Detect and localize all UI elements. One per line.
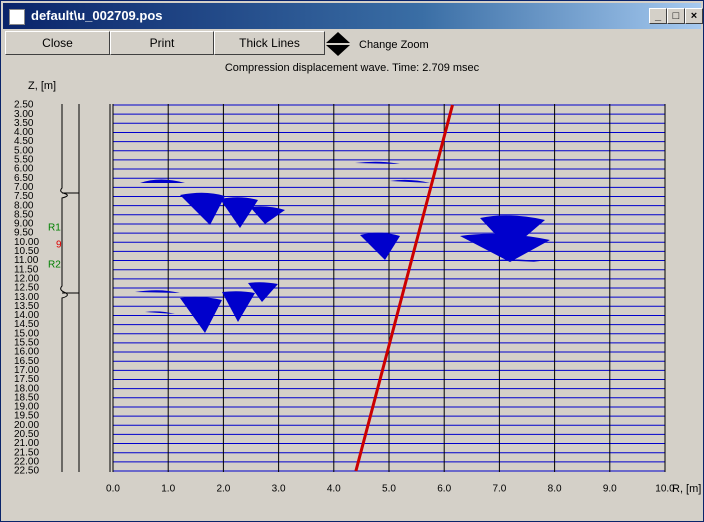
y-tick-label: 4.00	[14, 127, 34, 138]
zoom-icon	[326, 32, 350, 56]
chart-title: Compression displacement wave. Time: 2.7…	[225, 62, 480, 74]
y-axis-label: Z, [m]	[28, 80, 56, 92]
y-tick-label: 4.50	[14, 136, 34, 147]
y-tick-label: 12.50	[14, 283, 39, 294]
source-panel	[60, 104, 111, 472]
title-bar: default\u_002709.pos _ □ ×	[3, 3, 703, 29]
y-tick-label: 13.50	[14, 301, 39, 312]
close-button[interactable]: Close	[5, 31, 110, 55]
y-tick-label: 19.50	[14, 411, 39, 422]
y-tick-label: 14.50	[14, 319, 39, 330]
y-tick-label: 18.50	[14, 392, 39, 403]
y-tick-label: 15.50	[14, 338, 39, 349]
y-tick-label: 6.50	[14, 173, 34, 184]
receiver-label: R2	[48, 260, 61, 271]
wave-front-line	[354, 104, 454, 472]
y-tick-label: 21.50	[14, 447, 39, 458]
y-tick-label: 22.00	[14, 456, 39, 467]
y-tick-label: 10.50	[14, 246, 39, 257]
y-tick-label: 20.50	[14, 429, 39, 440]
y-tick-label: 16.50	[14, 356, 39, 367]
y-tick-label: 18.00	[14, 383, 39, 394]
print-button[interactable]: Print	[110, 31, 214, 55]
y-tick-label: 7.50	[14, 191, 34, 202]
y-tick-label: 9.50	[14, 228, 34, 239]
y-tick-label: 10.00	[14, 237, 39, 248]
y-tick-label: 16.00	[14, 347, 39, 358]
x-tick-label: 9.0	[603, 484, 617, 495]
x-tick-label: 7.0	[492, 484, 506, 495]
y-tick-label: 17.50	[14, 374, 39, 385]
y-tick-label: 12.00	[14, 273, 39, 284]
y-tick-label: 11.50	[14, 264, 39, 275]
x-tick-label: 2.0	[216, 484, 230, 495]
thick-lines-button[interactable]: Thick Lines	[214, 31, 325, 55]
y-tick-label: 8.00	[14, 200, 34, 211]
minimize[interactable]: _	[649, 8, 667, 24]
x-axis-label: R, [m]	[672, 483, 701, 495]
x-tick-label: 5.0	[382, 484, 396, 495]
y-tick-label: 5.50	[14, 155, 34, 166]
y-tick-label: 5.00	[14, 145, 34, 156]
x-tick-label: 3.0	[272, 484, 286, 495]
y-tick-label: 3.00	[14, 109, 34, 120]
y-tick-label: 11.00	[14, 255, 39, 266]
x-tick-label: 1.0	[161, 484, 175, 495]
maximize[interactable]: □	[667, 8, 685, 24]
y-tick-label: 14.00	[14, 310, 39, 321]
x-tick-label: 0.0	[106, 484, 120, 495]
zoom-label: Change Zoom	[359, 39, 429, 51]
window-title: default\u_002709.pos	[31, 8, 163, 23]
y-tick-label: 2.50	[14, 100, 34, 111]
y-tick-label: 7.00	[14, 182, 34, 193]
source-label: 9	[56, 240, 62, 251]
y-tick-label: 21.00	[14, 438, 39, 449]
x-tick-label: 10.0	[655, 484, 675, 495]
close-window[interactable]: ×	[685, 8, 703, 24]
x-tick-label: 6.0	[437, 484, 451, 495]
y-tick-label: 15.00	[14, 328, 39, 339]
y-tick-label: 19.00	[14, 402, 39, 413]
y-tick-label: 9.00	[14, 219, 34, 230]
app-icon	[9, 9, 25, 25]
y-tick-label: 6.00	[14, 164, 34, 175]
x-tick-label: 8.0	[548, 484, 562, 495]
x-tick-label: 4.0	[327, 484, 341, 495]
y-tick-label: 20.00	[14, 420, 39, 431]
wiggle-fill	[135, 161, 550, 333]
y-tick-label: 3.50	[14, 118, 34, 129]
y-tick-label: 8.50	[14, 209, 34, 220]
y-tick-label: 17.00	[14, 365, 39, 376]
y-tick-label: 13.00	[14, 292, 39, 303]
receiver-label: R1	[48, 223, 61, 234]
y-tick-label: 22.50	[14, 466, 39, 477]
